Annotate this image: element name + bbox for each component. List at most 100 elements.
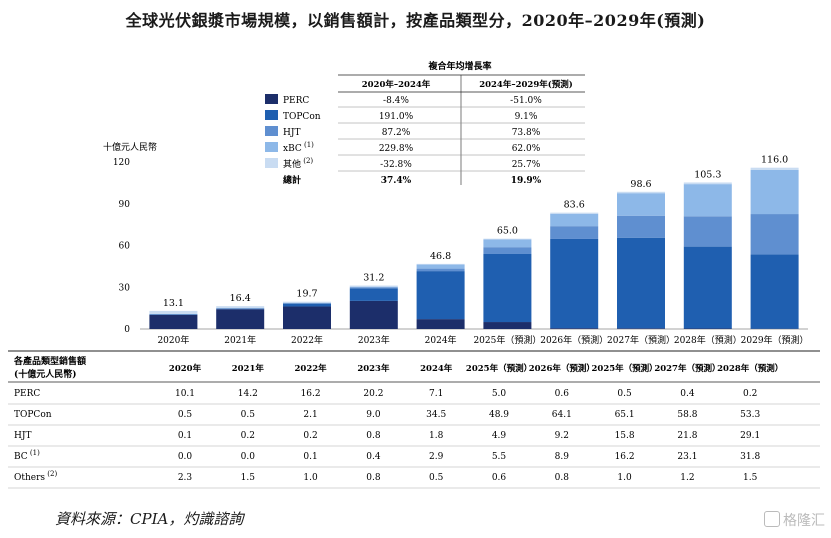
bar-segment-HJT [416, 268, 465, 272]
source-note: 資料來源：CPIA，灼識諮詢 [55, 510, 244, 528]
table-cell: 0.2 [303, 431, 317, 441]
legend-label: HJT [283, 128, 300, 138]
x-tick-label: 2022年 [291, 334, 323, 346]
table-column-header: 2022年 [295, 363, 328, 374]
y-tick-label: 0 [124, 325, 130, 335]
table-cell: 53.3 [740, 410, 760, 420]
cagr-table: 複合年均增長率 2020年–2024年 2024年–2029年(預測) -8.4% -5… [338, 60, 585, 186]
legend-swatch [265, 142, 278, 152]
table-column-header: 2024年 [420, 363, 453, 374]
bar-total-label: 46.8 [430, 251, 451, 262]
table-row-label: Others (2) [14, 470, 57, 483]
cagr-value: -32.8% [380, 160, 412, 170]
cagr-col1-header: 2020年–2024年 [362, 79, 431, 90]
bar-segment-其他 [149, 310, 198, 315]
bar-segment-xBC [550, 213, 599, 227]
cagr-value: 9.1% [515, 112, 538, 122]
legend-label: TOPCon [283, 112, 321, 122]
chart-title: 全球光伏銀漿市場規模，以銷售額計，按產品類型分，2020年–2029年(預測) [125, 11, 706, 30]
bar-segment-xBC [416, 264, 465, 269]
bar-total-label: 98.6 [630, 179, 651, 190]
legend: PERC TOPCon HJT xBC (1) 其他 (2) 總計 [265, 94, 321, 186]
legend-label: PERC [283, 96, 309, 106]
table-cell: 0.1 [178, 431, 192, 441]
table-cell: 0.8 [555, 473, 570, 483]
legend-swatch [265, 126, 278, 136]
table-cell: 23.1 [677, 452, 697, 462]
bar-segment-PERC [216, 309, 265, 329]
x-tick-label: 2029年（預測） [741, 334, 809, 346]
cagr-value: -51.0% [510, 96, 542, 106]
bar-total-label: 31.2 [363, 273, 384, 284]
bars: 13.1 2020年 16.4 2021年 19.7 2022年 31.2 2023年 46.8… [149, 155, 809, 346]
table-cell: 0.5 [178, 410, 193, 420]
bar-segment-TOPCon [216, 308, 265, 310]
bar-segment-xBC [750, 169, 799, 215]
table-cell: 0.1 [303, 452, 317, 462]
bar-total-label: 105.3 [694, 169, 721, 180]
table-column-header: 2026年（預測） [529, 363, 595, 374]
bar-segment-其他 [550, 212, 599, 214]
cagr-value: 62.0% [512, 144, 541, 154]
table-cell: 0.2 [241, 431, 255, 441]
table-column-header: 2020年 [169, 363, 202, 374]
bar-segment-其他 [483, 238, 532, 240]
table-row-label: PERC [14, 389, 40, 399]
bar-segment-TOPCon [750, 254, 799, 329]
bar-segment-其他 [617, 191, 665, 194]
bar-segment-PERC [550, 328, 599, 329]
legend-label: xBC (1) [283, 141, 314, 154]
table-cell: 16.2 [615, 452, 635, 462]
bar-segment-TOPCon [349, 288, 398, 301]
table-cell: 0.5 [241, 410, 256, 420]
x-tick-label: 2024年 [425, 334, 457, 346]
bar-segment-HJT [617, 215, 665, 238]
table-row-label: BC (1) [14, 449, 40, 462]
x-tick-label: 2023年 [358, 334, 390, 346]
bar-segment-HJT [550, 226, 599, 239]
table-cell: 1.0 [617, 473, 632, 483]
table-cell: 1.8 [429, 431, 444, 441]
legend-swatch [265, 110, 278, 120]
table-cell: 0.4 [680, 389, 695, 399]
bar-total-label: 16.4 [230, 293, 251, 304]
table-column-header: 2028年（預測） [717, 363, 783, 374]
table-cell: 1.0 [303, 473, 318, 483]
table-header-label: 各產品類型銷售額 [13, 355, 86, 367]
bar-segment-xBC [683, 184, 732, 217]
bar-segment-TOPCon [617, 237, 665, 329]
table-column-header: 2025年（預測） [592, 363, 658, 374]
table-cell: 9.2 [555, 431, 569, 441]
bar-segment-其他 [216, 306, 265, 309]
cagr-value: 87.2% [382, 128, 411, 138]
table-cell: 0.0 [178, 452, 193, 462]
bar-segment-TOPCon [283, 303, 331, 307]
table-cell: 48.9 [489, 410, 509, 420]
x-tick-label: 2025年（預測） [473, 334, 541, 346]
x-tick-label: 2026年（預測） [540, 334, 608, 346]
x-tick-label: 2020年 [157, 334, 189, 346]
cagr-value: 191.0% [379, 112, 414, 122]
y-tick-label: 90 [119, 200, 131, 210]
table-cell: 21.8 [677, 431, 697, 441]
cagr-value: -8.4% [383, 96, 409, 106]
table-cell: 7.1 [429, 389, 443, 399]
table-cell: 0.5 [617, 389, 632, 399]
legend-swatch [265, 94, 278, 104]
bar-segment-PERC [149, 314, 198, 329]
bar-segment-其他 [349, 285, 398, 287]
table-cell: 2.1 [303, 410, 317, 420]
table-cell: 15.8 [615, 431, 635, 441]
bar-segment-HJT [349, 287, 398, 289]
table-cell: 16.2 [301, 389, 321, 399]
watermark: 格隆汇 [764, 510, 825, 530]
bar-segment-其他 [683, 182, 732, 185]
bar-total-label: 13.1 [163, 298, 184, 309]
bar-total-label: 83.6 [564, 200, 585, 211]
cagr-col2-header: 2024年–2029年(預測) [479, 79, 573, 90]
table-cell: 5.5 [492, 452, 507, 462]
bar-segment-HJT [683, 216, 732, 247]
legend-label: 總計 [283, 174, 301, 186]
bar-total-label: 116.0 [761, 155, 788, 166]
bar-segment-其他 [283, 301, 331, 304]
